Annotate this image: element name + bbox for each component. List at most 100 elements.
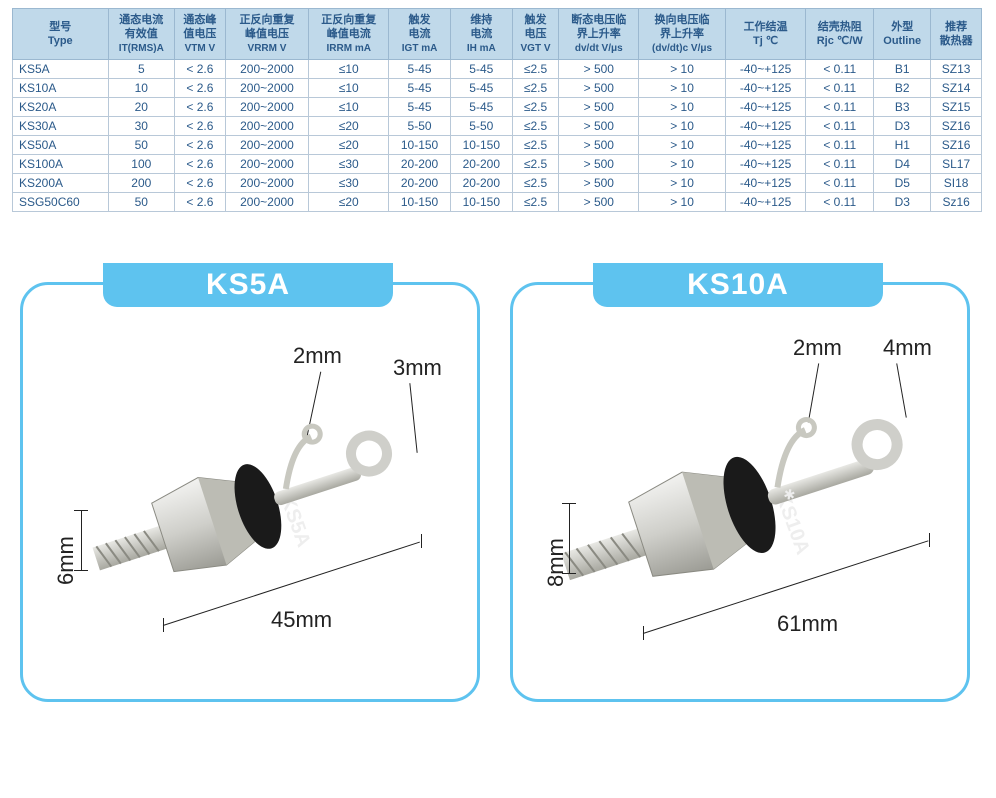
table-cell: 200~2000 [225, 135, 309, 154]
table-cell: > 500 [559, 192, 639, 211]
dim-tick [163, 618, 164, 632]
table-cell: -40~+125 [725, 135, 805, 154]
screw-label: 8mm [543, 538, 569, 587]
table-cell: 5-45 [450, 97, 512, 116]
table-cell: SZ13 [931, 59, 982, 78]
dim-tick [643, 626, 644, 640]
col-header: 正反向重复峰值电压VRRM V [225, 9, 309, 60]
table-cell: 10-150 [450, 135, 512, 154]
table-cell: > 10 [639, 59, 726, 78]
table-cell: ≤10 [309, 97, 389, 116]
table-cell: SL17 [931, 154, 982, 173]
table-cell: 30 [108, 116, 175, 135]
table-cell: 20-200 [450, 154, 512, 173]
table-cell: SSG50C60 [13, 192, 109, 211]
table-cell: 5-50 [450, 116, 512, 135]
table-cell: 10 [108, 78, 175, 97]
table-cell: 200~2000 [225, 192, 309, 211]
table-cell: > 10 [639, 116, 726, 135]
col-header: 结壳热阻Rjc ℃/W [806, 9, 874, 60]
table-cell: < 2.6 [175, 192, 226, 211]
table-cell: 200~2000 [225, 97, 309, 116]
col-header: 外型Outline [874, 9, 931, 60]
table-cell: ≤10 [309, 59, 389, 78]
table-cell: B2 [874, 78, 931, 97]
table-cell: 10-150 [450, 192, 512, 211]
table-row: KS200A200< 2.6200~2000≤3020-20020-200≤2.… [13, 173, 982, 192]
table-cell: 200~2000 [225, 173, 309, 192]
table-cell: 5-45 [450, 78, 512, 97]
table-cell: 20-200 [389, 154, 451, 173]
col-header: 断态电压临界上升率dv/dt V/μs [559, 9, 639, 60]
table-cell: SZ14 [931, 78, 982, 97]
table-cell: > 10 [639, 135, 726, 154]
table-cell: 100 [108, 154, 175, 173]
component-icon: KS10A ✱ [531, 364, 948, 653]
col-header: 推荐散热器 [931, 9, 982, 60]
table-cell: < 0.11 [806, 116, 874, 135]
table-cell: 5-50 [389, 116, 451, 135]
table-cell: 50 [108, 135, 175, 154]
table-row: KS50A50< 2.6200~2000≤2010-15010-150≤2.5>… [13, 135, 982, 154]
table-cell: B3 [874, 97, 931, 116]
table-cell: 50 [108, 192, 175, 211]
table-cell: ≤30 [309, 173, 389, 192]
table-cell: D4 [874, 154, 931, 173]
table-cell: D3 [874, 192, 931, 211]
length-label: 45mm [271, 607, 332, 633]
lead-small-label: 2mm [293, 343, 342, 369]
col-header: 触发电压VGT V [512, 9, 559, 60]
table-cell: -40~+125 [725, 192, 805, 211]
dim-tick [929, 533, 930, 547]
table-cell: > 500 [559, 97, 639, 116]
table-cell: KS100A [13, 154, 109, 173]
screw-label: 6mm [53, 536, 79, 585]
lead-small-label: 2mm [793, 335, 842, 361]
table-cell: > 10 [639, 173, 726, 192]
product-cards: KS5A 2mm 3mm [0, 212, 996, 722]
component-icon: KS5A [62, 375, 438, 642]
table-cell: 200~2000 [225, 78, 309, 97]
table-cell: ≤2.5 [512, 154, 559, 173]
table-cell: < 2.6 [175, 154, 226, 173]
lead-big-label: 4mm [883, 335, 932, 361]
dim-line-screw [81, 510, 82, 570]
dim-tick [562, 503, 576, 504]
table-row: KS5A5< 2.6200~2000≤105-455-45≤2.5> 500> … [13, 59, 982, 78]
dim-line-screw [569, 503, 570, 573]
table-cell: > 500 [559, 116, 639, 135]
table-cell: -40~+125 [725, 116, 805, 135]
table-cell: > 10 [639, 78, 726, 97]
lead-big-label: 3mm [393, 355, 442, 381]
table-cell: > 500 [559, 173, 639, 192]
table-cell: ≤20 [309, 135, 389, 154]
table-cell: < 2.6 [175, 135, 226, 154]
table-cell: 20-200 [450, 173, 512, 192]
table-cell: < 2.6 [175, 59, 226, 78]
table-cell: > 10 [639, 154, 726, 173]
col-header: 型号Type [13, 9, 109, 60]
table-cell: ≤2.5 [512, 59, 559, 78]
table-cell: < 0.11 [806, 59, 874, 78]
table-cell: 200~2000 [225, 116, 309, 135]
table-cell: 5-45 [389, 97, 451, 116]
table-cell: D5 [874, 173, 931, 192]
product-card-ks10a: KS10A 2mm 4mm [510, 282, 970, 702]
table-cell: 200 [108, 173, 175, 192]
col-header: 通态电流有效值IT(RMS)A [108, 9, 175, 60]
table-cell: > 10 [639, 97, 726, 116]
table-cell: KS30A [13, 116, 109, 135]
col-header: 工作结温Tj ℃ [725, 9, 805, 60]
table-cell: < 0.11 [806, 97, 874, 116]
table-cell: ≤2.5 [512, 173, 559, 192]
dim-tick [74, 510, 88, 511]
table-cell: KS20A [13, 97, 109, 116]
table-row: KS100A100< 2.6200~2000≤3020-20020-200≤2.… [13, 154, 982, 173]
table-cell: < 0.11 [806, 154, 874, 173]
table-cell: < 2.6 [175, 173, 226, 192]
table-cell: 20 [108, 97, 175, 116]
table-cell: < 0.11 [806, 173, 874, 192]
table-cell: 5 [108, 59, 175, 78]
table-cell: KS10A [13, 78, 109, 97]
table-cell: ≤20 [309, 116, 389, 135]
